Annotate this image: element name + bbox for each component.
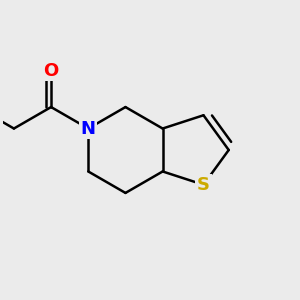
- Text: N: N: [81, 119, 96, 137]
- Text: O: O: [44, 61, 59, 80]
- Text: S: S: [197, 176, 210, 194]
